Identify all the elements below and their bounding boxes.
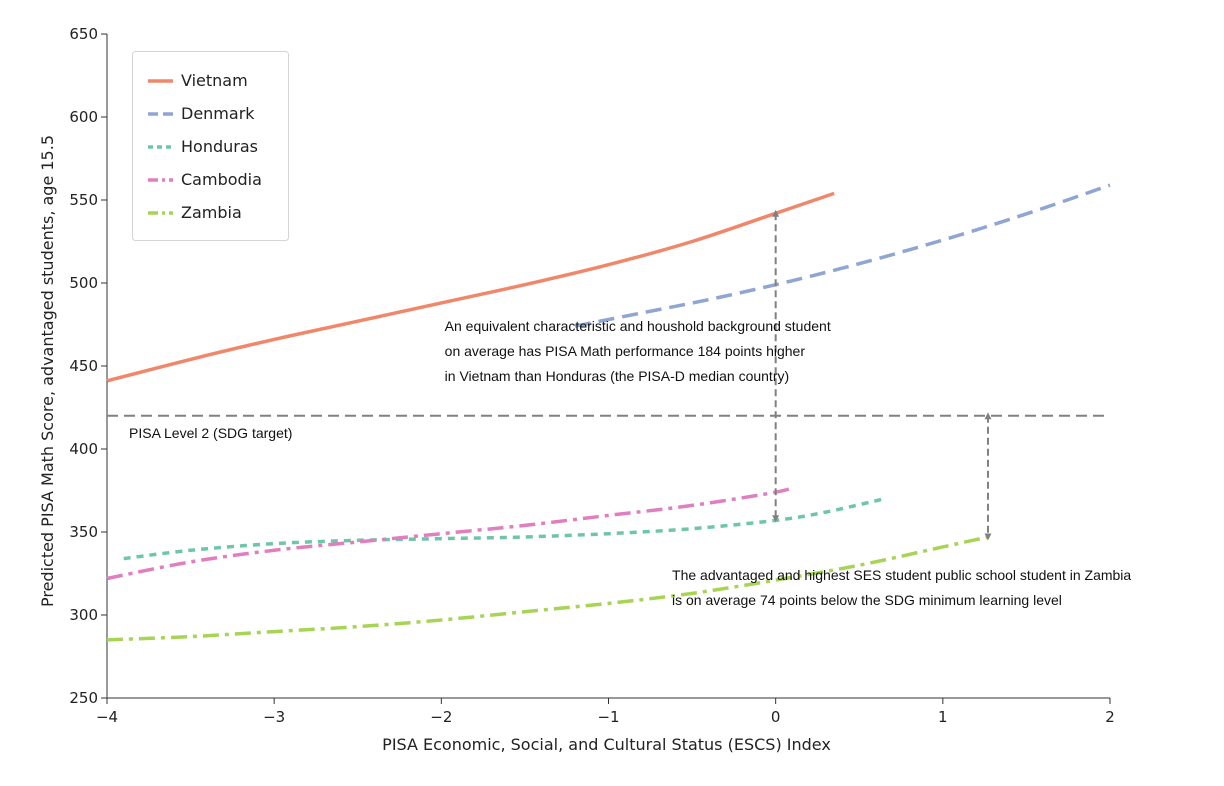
series-line-cambodia	[106, 485, 794, 581]
axes: 250 300 350 400 450 500 550 600 650 −4 −3 −2 −1 0 1 2	[69, 25, 1114, 726]
y-tick-label: 250	[69, 689, 98, 707]
annotation-text: An equivalent characteristic and houshol…	[445, 318, 831, 334]
reference-line-group: PISA Level 2 (SDG target)	[107, 414, 1110, 441]
arrows-group	[772, 209, 992, 541]
y-tick-label: 400	[69, 440, 98, 458]
series-line-denmark	[574, 183, 1111, 328]
reference-line-label: PISA Level 2 (SDG target)	[129, 425, 292, 441]
x-tick-label: −3	[263, 708, 285, 726]
x-tick-label: 2	[1105, 708, 1115, 726]
series-line-zambia	[106, 535, 989, 642]
annotation-text: The advantaged and highest SES student p…	[672, 567, 1131, 583]
y-tick-label: 350	[69, 523, 98, 541]
annotation-text: on average has PISA Math performance 184…	[445, 343, 806, 359]
legend: Vietnam Denmark Honduras Cambodia Zambia	[132, 51, 289, 241]
series-line-honduras	[123, 497, 885, 561]
annotation-text: is on average 74 points below the SDG mi…	[672, 592, 1062, 608]
legend-label-cambodia: Cambodia	[181, 170, 262, 189]
x-tick-label: 0	[771, 708, 781, 726]
x-tick-label: −4	[96, 708, 118, 726]
legend-box	[132, 51, 289, 241]
legend-label-honduras: Honduras	[181, 137, 258, 156]
x-axis-label: PISA Economic, Social, and Cultural Stat…	[382, 735, 831, 754]
y-tick-label: 650	[69, 25, 98, 43]
y-tick-label: 300	[69, 606, 98, 624]
x-tick-label: 1	[938, 708, 948, 726]
series-line-vietnam	[106, 191, 835, 383]
y-tick-label: 600	[69, 108, 98, 126]
y-tick-label: 450	[69, 357, 98, 375]
annotations-group: An equivalent characteristic and houshol…	[445, 318, 1132, 608]
legend-label-vietnam: Vietnam	[181, 71, 248, 90]
annotation-text: in Vietnam than Honduras (the PISA-D med…	[445, 368, 789, 384]
x-tick-label: −2	[430, 708, 452, 726]
legend-label-zambia: Zambia	[181, 203, 242, 222]
y-tick-label: 500	[69, 274, 98, 292]
legend-label-denmark: Denmark	[181, 104, 255, 123]
y-axis-label: Predicted PISA Math Score, advantaged st…	[38, 135, 57, 607]
y-tick-label: 550	[69, 191, 98, 209]
x-tick-label: −1	[597, 708, 619, 726]
